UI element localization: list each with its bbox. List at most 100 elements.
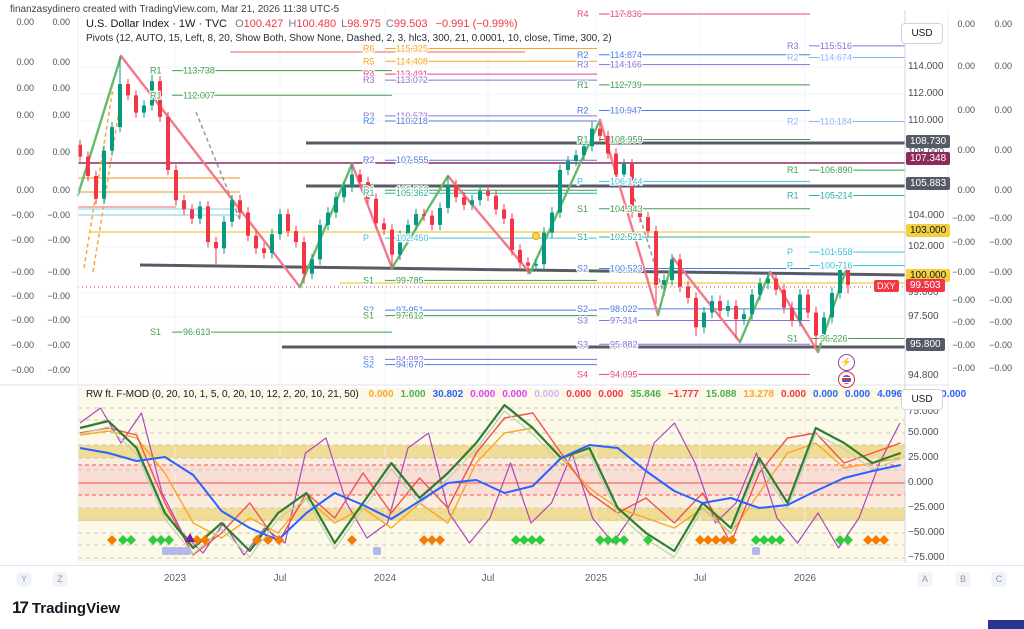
svg-text:R3: R3 [787, 41, 799, 51]
left-scale-value: −0.00 [47, 291, 70, 301]
svg-text:113.738: 113.738 [183, 66, 215, 76]
indicator-axis-label: 25.000 [908, 452, 939, 463]
indicator-value: 35.846 [630, 389, 661, 400]
svg-text:105.562: 105.562 [396, 185, 429, 195]
svg-text:R2: R2 [577, 105, 589, 115]
pivots-legend-row[interactable]: Pivots (12, AUTO, 15, Left, 8, 20, Show … [86, 33, 612, 44]
svg-text:R1: R1 [577, 80, 589, 90]
right-scale-value: −0.00 [989, 295, 1012, 305]
price-label: 94.800 [908, 370, 939, 381]
svg-text:105.214: 105.214 [820, 190, 853, 200]
svg-text:R4: R4 [363, 69, 375, 79]
svg-text:101.558: 101.558 [820, 247, 853, 257]
currency-button-indicator[interactable]: USD [901, 389, 943, 410]
svg-text:S3: S3 [577, 339, 588, 349]
indicator-axis-label: −25.000 [908, 502, 945, 513]
price-badge: 99.503 [906, 279, 945, 292]
svg-text:96.613: 96.613 [183, 327, 211, 337]
axis-letter-chip: C [991, 572, 1007, 587]
svg-text:R1: R1 [150, 90, 162, 100]
svg-text:R2: R2 [577, 50, 589, 60]
svg-text:112.739: 112.739 [610, 80, 642, 90]
price-badge: 107.348 [906, 152, 951, 165]
indicator-axis-label: 50.000 [908, 427, 939, 438]
time-axis[interactable]: 2023 Jul 2024 Jul 2025 Jul 2026 Y Z A B C [0, 565, 1024, 593]
right-scale-value: 0.00 [994, 19, 1012, 29]
indicator-value: 0.000 [780, 389, 807, 400]
horizontal-level-lines [78, 51, 905, 288]
time-label: Jul [273, 573, 287, 584]
time-label: 2026 [793, 573, 817, 584]
ohlc-value: 100.427 [243, 18, 284, 30]
time-label: 2024 [373, 573, 397, 584]
right-scale-value: 0.00 [957, 185, 975, 195]
indicator-value: 0.000 [598, 389, 624, 400]
indicator-value: 0.000 [470, 389, 496, 400]
axis-letter-chip: Y [16, 572, 32, 587]
economic-event-icon[interactable]: ⚡ [838, 354, 855, 371]
svg-text:R1: R1 [363, 188, 375, 198]
svg-text:113.491: 113.491 [396, 69, 428, 79]
right-scale-value: 0.00 [994, 185, 1012, 195]
flag-stripes-icon [842, 375, 851, 384]
right-scale-value: −0.00 [952, 317, 975, 327]
left-scale-value: 0.00 [52, 110, 70, 120]
svg-text:S2: S2 [363, 305, 374, 315]
axis-letter-chip: Z [52, 572, 68, 587]
left-scale-value: −0.00 [47, 365, 70, 375]
left-scale-value: −0.00 [11, 291, 34, 301]
svg-text:R2: R2 [363, 116, 375, 126]
indicator-value: 0.000 [813, 389, 839, 400]
svg-text:94.095: 94.095 [610, 369, 638, 379]
right-scale-value: −0.00 [989, 237, 1012, 247]
currency-button-main[interactable]: USD [901, 23, 943, 44]
svg-text:102.450: 102.450 [396, 233, 429, 243]
svg-text:94.982: 94.982 [396, 354, 424, 364]
svg-text:107.555: 107.555 [396, 155, 429, 165]
right-scale-value: 0.00 [957, 145, 975, 155]
indicator-legend-row[interactable]: RW ft. F-MOD (0, 20, 10, 1, 5, 0, 20, 10… [86, 389, 966, 400]
price-label: 114.000 [908, 61, 944, 72]
symbol-legend-row[interactable]: U.S. Dollar Index · 1W · TVC O100.427 H10… [86, 18, 518, 30]
svg-text:R2: R2 [787, 117, 799, 127]
svg-text:R1: R1 [150, 66, 162, 76]
indicator-axis-label: 75.000 [908, 406, 939, 417]
svg-text:97.314: 97.314 [610, 316, 638, 326]
left-scale-value: 0.00 [52, 185, 70, 195]
indicator-values: 0.000 1.000 30.802 0.000 0.000 0.000 0.000 0.00… [362, 389, 967, 400]
indicator-value: −1.777 [667, 389, 699, 400]
price-label: 99.000 [908, 287, 939, 298]
svg-text:110.218: 110.218 [396, 116, 428, 126]
svg-text:100.716: 100.716 [820, 260, 853, 270]
left-scale-value: −0.00 [11, 315, 34, 325]
tradingview-logo[interactable]: 17 TradingView [12, 598, 121, 617]
svg-text:R1: R1 [577, 134, 589, 144]
svg-text:114.674: 114.674 [820, 53, 852, 63]
svg-text:S1: S1 [577, 232, 588, 242]
svg-text:S2: S2 [577, 264, 588, 274]
left-scale-value: 0.00 [52, 83, 70, 93]
left-scale-value: −0.00 [47, 235, 70, 245]
svg-text:100.523: 100.523 [610, 264, 643, 274]
change-value: −0.991 (−0.99%) [435, 18, 518, 30]
left-scale-value: −0.00 [47, 210, 70, 220]
svg-text:97.951: 97.951 [396, 305, 424, 315]
us-flag-event-icon[interactable] [838, 371, 855, 388]
price-badge: 100.000 [906, 269, 951, 282]
svg-text:R1: R1 [787, 165, 799, 175]
svg-text:R3: R3 [363, 111, 375, 121]
left-scale-value: 0.00 [52, 17, 70, 27]
candlestick-series[interactable] [78, 56, 850, 346]
svg-text:P: P [787, 247, 793, 257]
left-scale-value: −0.00 [11, 267, 34, 277]
indicator-series [79, 403, 902, 558]
symbol-title: U.S. Dollar Index · 1W · TVC [86, 18, 227, 30]
indicator-value: 15.088 [705, 389, 737, 400]
svg-text:S2: S2 [577, 304, 588, 314]
svg-text:114.166: 114.166 [610, 60, 642, 70]
left-scale-value: 0.00 [52, 57, 70, 67]
indicator-value: 0.000 [502, 389, 528, 400]
svg-text:98.022: 98.022 [610, 304, 638, 314]
right-scale-value: −0.00 [989, 213, 1012, 223]
